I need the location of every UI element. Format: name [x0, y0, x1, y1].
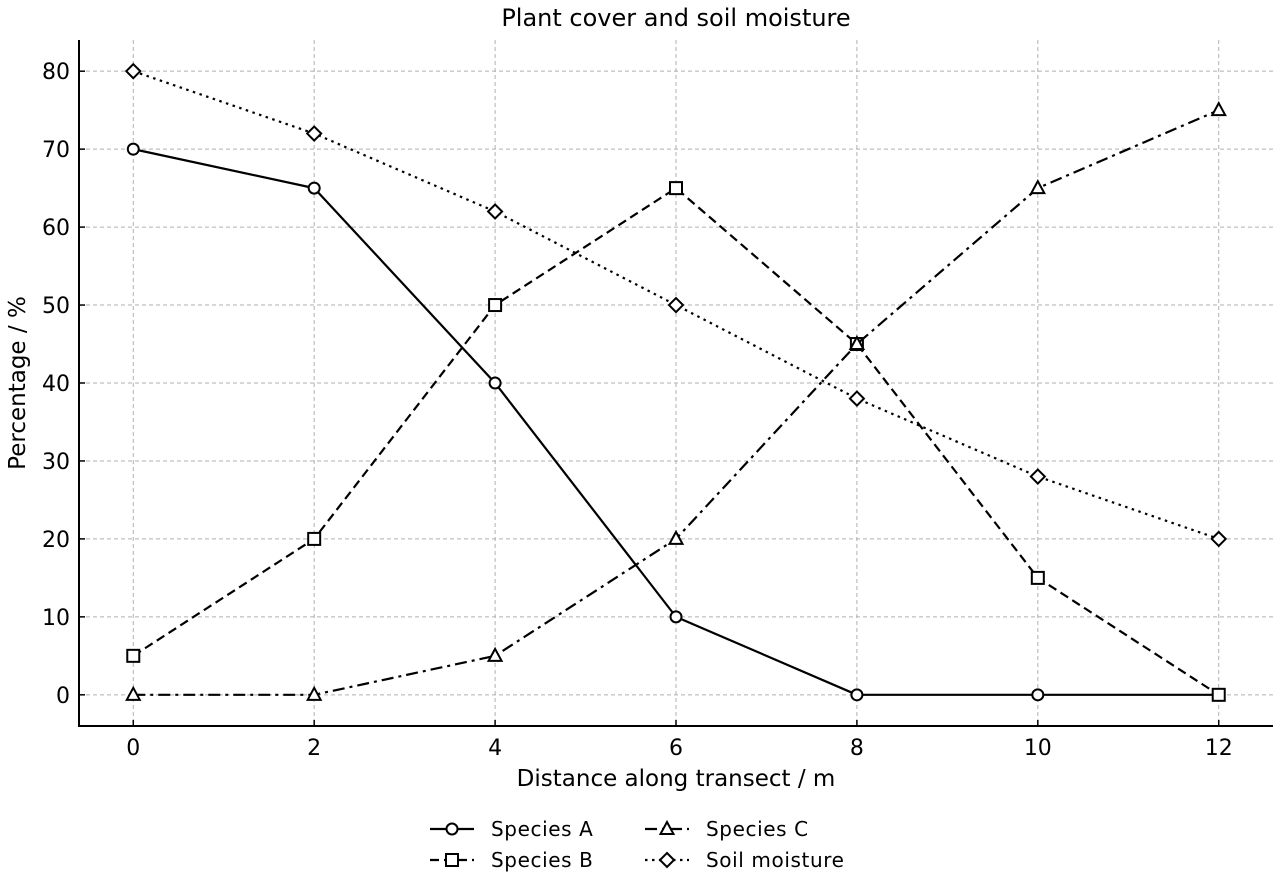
legend-label: Species C: [706, 817, 809, 841]
legend: Species A Species B Species C Soil moisture: [430, 817, 845, 872]
x-tick-label: 0: [126, 736, 140, 761]
data-point-species-a: [126, 142, 140, 156]
legend-item-species-c: Species C: [645, 817, 809, 841]
legend-marker-circle: [445, 822, 459, 836]
data-point-species-c: [667, 529, 685, 545]
data-point-species-c: [1029, 179, 1046, 195]
x-tick-label: 2: [307, 736, 321, 761]
data-point-species-c: [848, 334, 866, 351]
y-tick-label: 0: [56, 684, 70, 709]
y-tick-label: 50: [42, 294, 70, 319]
legend-marker-diamond: [658, 851, 676, 869]
axes: 0 2 4 6 8 10 12 0 10 20 30 40 50 60 70 80: [42, 40, 1273, 761]
data-point-species-c: [125, 685, 142, 701]
legend-marker-square: [445, 853, 459, 867]
legend-label: Soil moisture: [706, 848, 845, 872]
series-species-a: [126, 142, 1226, 702]
data-point-species-a: [1031, 688, 1045, 702]
data-point-species-a: [850, 688, 864, 702]
y-tick-label: 30: [42, 450, 70, 475]
y-axis-label: Percentage / %: [5, 296, 31, 470]
x-tick-label: 6: [669, 736, 683, 761]
data-point-soil-moisture: [1210, 530, 1228, 548]
series-species-c: [125, 101, 1227, 701]
data-point-species-c: [1210, 101, 1227, 117]
legend-item-species-a: Species A: [430, 817, 593, 841]
data-point-soil-moisture: [305, 125, 323, 142]
legend-label: Species A: [491, 817, 593, 841]
data-point-species-b: [488, 298, 503, 313]
data-point-species-b: [1030, 570, 1045, 585]
data-point-soil-moisture: [667, 296, 685, 314]
data-point-species-a: [488, 376, 502, 390]
data-point-species-c: [306, 685, 323, 701]
legend-label: Species B: [491, 848, 593, 872]
x-tick-label: 10: [1024, 736, 1052, 761]
data-point-species-b: [669, 181, 683, 196]
series-species-b: [126, 181, 1226, 702]
x-tick-label: 8: [850, 736, 864, 761]
y-tick-label: 20: [42, 528, 70, 553]
legend-marker-triangle: [658, 819, 676, 835]
x-tick-label: 12: [1205, 736, 1233, 761]
data-point-soil-moisture: [486, 203, 504, 220]
y-tick-label: 10: [42, 606, 70, 631]
data-point-soil-moisture: [1029, 468, 1047, 485]
y-tick-label: 60: [42, 216, 70, 241]
data-point-soil-moisture: [124, 62, 142, 80]
y-tick-label: 70: [42, 138, 70, 163]
series-soil-moisture: [124, 62, 1228, 548]
x-tick-label: 4: [488, 736, 502, 761]
chart-title: Plant cover and soil moisture: [501, 4, 850, 32]
data-point-species-b: [1211, 687, 1226, 702]
data-point-species-b: [307, 531, 322, 546]
y-tick-label: 80: [42, 60, 70, 85]
y-tick-label: 40: [42, 372, 70, 397]
data-point-species-a: [669, 610, 683, 624]
data-point-species-a: [307, 181, 321, 195]
legend-item-species-b: Species B: [430, 848, 593, 872]
data-point-soil-moisture: [848, 390, 866, 408]
data-point-species-b: [126, 648, 141, 663]
legend-item-soil-moisture: Soil moisture: [645, 848, 845, 872]
series-layer: [124, 62, 1228, 702]
data-point-species-c: [486, 646, 504, 662]
x-axis-label: Distance along transect / m: [517, 766, 836, 792]
